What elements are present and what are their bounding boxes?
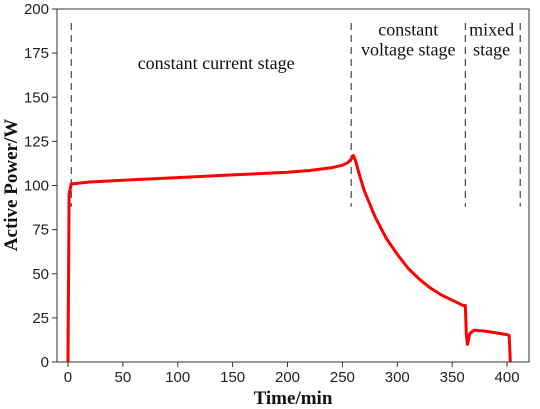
stage-annotation: constant current stage	[138, 53, 295, 73]
y-axis-label: Active Power/W	[1, 119, 22, 251]
stage-dividers	[70, 23, 521, 207]
x-tick-label: 400	[495, 369, 520, 386]
x-tick-label: 250	[330, 369, 355, 386]
y-tick-label: 175	[24, 45, 49, 62]
axis-ticks: 0 50 100 150 200 250 300 350 400 0 25 50 75 100 125 150…	[24, 1, 520, 386]
y-tick-label: 50	[32, 266, 49, 283]
y-tick-label: 150	[24, 89, 49, 106]
x-tick-label: 300	[385, 369, 410, 386]
stage-annotation: mixed stage	[469, 19, 514, 59]
series-layer	[66, 154, 512, 363]
x-axis-label: Time/min	[254, 388, 333, 409]
y-tick-label: 25	[32, 310, 49, 327]
series-line	[66, 154, 512, 363]
stage-annotations: constant current stage constant voltage st…	[138, 19, 514, 73]
x-tick-label: 50	[115, 369, 132, 386]
x-tick-label: 350	[440, 369, 465, 386]
y-tick-label: 200	[24, 1, 49, 18]
y-tick-label: 75	[32, 222, 49, 239]
y-tick-label: 100	[24, 178, 49, 195]
plot-frame	[56, 8, 530, 363]
x-tick-label: 100	[165, 369, 190, 386]
x-tick-label: 0	[64, 369, 72, 386]
y-tick-label: 0	[41, 354, 49, 371]
x-tick-label: 150	[220, 369, 245, 386]
x-tick-label: 200	[275, 369, 300, 386]
stage-annotation: constant voltage stage	[361, 19, 455, 59]
y-tick-label: 125	[24, 133, 49, 150]
